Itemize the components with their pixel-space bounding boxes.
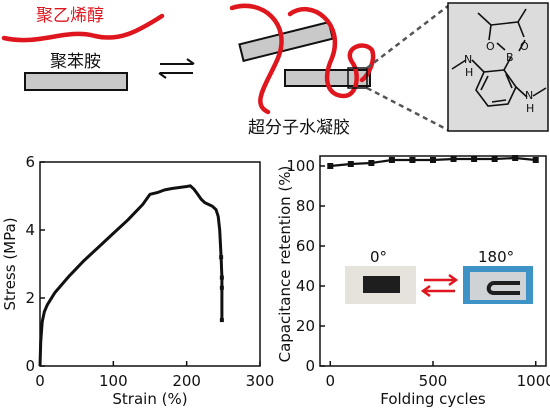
y-tick-label: 0 xyxy=(25,357,35,375)
schematic: 聚乙烯醇 聚苯胺 超分子水凝胶 xyxy=(1,2,549,138)
pani-rod xyxy=(24,72,128,91)
data-point xyxy=(219,255,224,260)
data-point xyxy=(219,285,224,290)
crosslinker-inset: B O O N H N H xyxy=(447,2,549,132)
data-point xyxy=(388,157,395,163)
photo-folded-sample xyxy=(486,281,520,295)
data-point xyxy=(450,156,457,162)
y-tick-label: 0 xyxy=(305,357,315,375)
x-axis-label: Folding cycles xyxy=(380,390,486,408)
series xyxy=(38,184,224,367)
x-tick-label: 300 xyxy=(246,372,275,390)
data-point xyxy=(347,161,354,167)
y-axis-label: Capacitance retention (%) xyxy=(276,166,294,363)
pani-rod-network-1 xyxy=(238,20,335,63)
pva-strand-network-2 xyxy=(287,6,376,99)
x-axis-label: Strain (%) xyxy=(112,390,187,408)
data-point xyxy=(368,160,375,166)
oxygen-atom-label-1: O xyxy=(486,40,495,53)
pva-label: 聚乙烯醇 xyxy=(36,6,104,26)
inset-panel xyxy=(447,2,549,132)
boron-atom-label: B xyxy=(506,51,514,64)
hydrogel-network: 超分子水凝胶 xyxy=(229,3,376,138)
data-point xyxy=(219,275,224,280)
x-tick-label: 200 xyxy=(172,372,201,390)
y-tick-label: 80 xyxy=(296,197,315,215)
y-tick-label: 20 xyxy=(296,317,315,335)
photo-folded-sheet xyxy=(470,272,526,300)
nitrogen-atom-label-1: N xyxy=(464,53,472,66)
data-point xyxy=(471,156,478,162)
y-tick-label: 2 xyxy=(25,289,35,307)
y-tick-label: 4 xyxy=(25,221,35,239)
y-tick-label: 6 xyxy=(25,153,35,171)
swap-arrows-icon xyxy=(420,273,459,298)
equilibrium-arrows-icon xyxy=(158,58,195,79)
crosslink-highlight-box xyxy=(347,67,368,89)
y-axis-label: Stress (MPa) xyxy=(1,217,19,310)
annotation-0-deg: 0° xyxy=(370,248,387,266)
data-point xyxy=(491,156,498,162)
plot-frame xyxy=(39,161,261,367)
pva-strand-network-1 xyxy=(229,3,284,115)
nitrogen-atom-label-2: N xyxy=(525,89,533,102)
data-point xyxy=(409,157,416,163)
x-tick-label: 100 xyxy=(99,372,128,390)
hydrogen-atom-label-2: H xyxy=(526,102,534,115)
data-point xyxy=(219,318,224,323)
pani-label: 聚苯胺 xyxy=(50,52,101,72)
series-line xyxy=(38,184,224,367)
y-tick-label: 60 xyxy=(296,237,315,255)
oxygen-atom-label-2: O xyxy=(520,40,529,53)
folding-photos: 0° 180° xyxy=(345,248,533,304)
x-tick-label: 0 xyxy=(325,372,335,390)
stress-strain-chart: 0 100 200 300 0 2 4 6 Strain (%) Stress (MPa) xyxy=(1,153,274,408)
crosslinker-structure xyxy=(451,8,547,107)
y-tick-label: 40 xyxy=(296,277,315,295)
data-point xyxy=(512,155,519,161)
pva-strand xyxy=(1,13,165,43)
x-tick-label: 0 xyxy=(35,372,45,390)
y-tick-label: 100 xyxy=(286,157,315,175)
hydrogel-label: 超分子水凝胶 xyxy=(248,118,350,138)
data-point xyxy=(327,163,334,169)
data-point xyxy=(532,157,539,163)
data-point xyxy=(430,157,436,163)
zoom-lines xyxy=(366,5,449,132)
hydrogen-atom-label-1: H xyxy=(465,66,473,79)
annotation-180-deg: 180° xyxy=(478,248,514,266)
x-tick-label: 500 xyxy=(419,372,448,390)
series xyxy=(327,155,539,169)
photo-flat-sample xyxy=(363,276,400,293)
axis-ticks: 0 100 200 300 0 2 4 6 xyxy=(25,153,274,390)
